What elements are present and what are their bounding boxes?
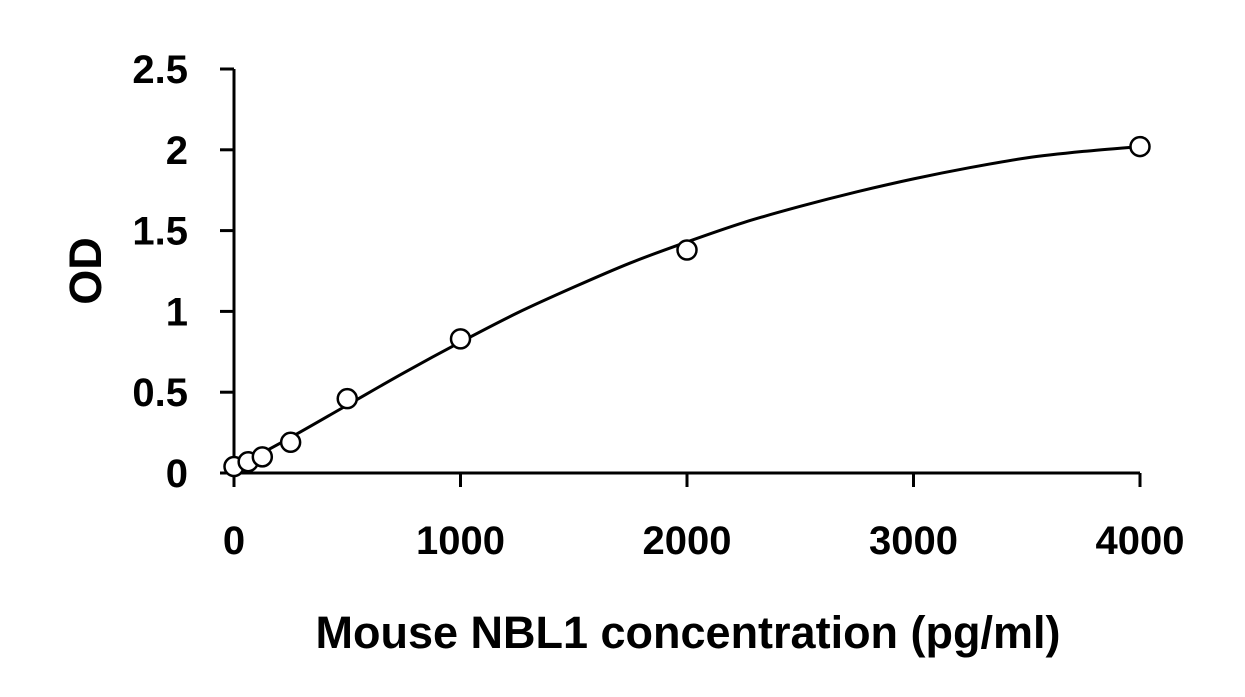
x-tick-label: 4000 <box>1096 519 1185 563</box>
x-tick-label: 3000 <box>869 519 958 563</box>
y-tick-label: 1 <box>166 290 188 334</box>
data-point <box>279 431 302 454</box>
y-tick-label: 2.5 <box>132 48 188 92</box>
data-point <box>251 446 274 468</box>
axes-layer <box>232 69 1140 475</box>
y-tick-label: 1.5 <box>132 210 188 254</box>
data-point <box>1129 135 1151 158</box>
fit-curve-layer <box>233 145 1141 470</box>
x-axis-title: Mouse NBL1 concentration (pg/ml) <box>315 607 1060 658</box>
data-point <box>676 239 698 261</box>
data-point <box>449 328 472 350</box>
ticks-layer: 0 1000 2000 3000 4000 0 0.5 1 1.5 2 2.5 <box>132 48 1184 563</box>
x-tick-label: 0 <box>223 519 245 563</box>
x-tick-label: 2000 <box>643 519 732 563</box>
x-tick-label: 1000 <box>416 519 505 563</box>
data-point <box>336 387 358 410</box>
fit-curve <box>233 145 1141 470</box>
y-tick-label: 0 <box>166 452 188 496</box>
y-axis-title: OD <box>60 237 111 305</box>
y-tick-label: 0.5 <box>132 371 188 415</box>
y-tick-label: 2 <box>166 129 188 173</box>
data-points-layer <box>223 135 1151 478</box>
